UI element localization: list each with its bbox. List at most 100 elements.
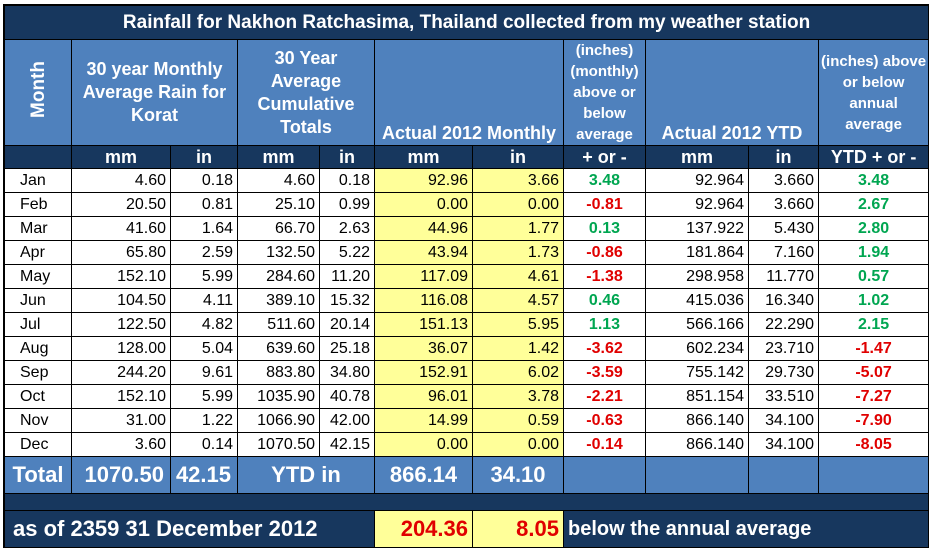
month-cell: Apr bbox=[4, 240, 72, 265]
monthly-diff-cell: -0.14 bbox=[563, 432, 646, 457]
avg-in-cell: 1.64 bbox=[170, 216, 238, 241]
avg-mm-cell: 152.10 bbox=[71, 384, 171, 409]
actual-in-cell: 0.00 bbox=[472, 432, 564, 457]
ytd-in-cell: 33.510 bbox=[748, 384, 819, 409]
avg-in-cell: 0.18 bbox=[170, 168, 238, 193]
avg-mm-cell: 65.80 bbox=[71, 240, 171, 265]
ytd-in-cell: 34.100 bbox=[748, 432, 819, 457]
ytd-mm-cell: 92.964 bbox=[645, 168, 749, 193]
cum-mm-cell: 389.10 bbox=[237, 288, 320, 313]
annual-diff-cell: -1.47 bbox=[817, 336, 930, 361]
avg-in-cell: 4.11 bbox=[170, 288, 238, 313]
avg-mm-cell: 122.50 bbox=[71, 312, 171, 337]
actual-mm-cell: 44.96 bbox=[374, 216, 473, 241]
month-header: Month bbox=[4, 39, 72, 146]
cum-mm-cell: 1035.90 bbox=[237, 384, 320, 409]
below-average-text: below the annual average bbox=[562, 510, 930, 548]
monthly-diff-cell: -0.63 bbox=[563, 408, 646, 433]
cum-in-cell: 20.14 bbox=[319, 312, 375, 337]
actual-in-cell: 0.00 bbox=[472, 192, 564, 217]
ytd-mm-cell: 181.864 bbox=[645, 240, 749, 265]
month-cell: Nov bbox=[4, 408, 72, 433]
ytd-mm-cell: 866.140 bbox=[645, 432, 749, 457]
actual-in-cell: 4.57 bbox=[472, 288, 564, 313]
unit-header: mm bbox=[71, 145, 171, 169]
cum-mm-cell: 4.60 bbox=[237, 168, 320, 193]
monthly-diff-cell: -3.62 bbox=[563, 336, 646, 361]
month-cell: May bbox=[4, 264, 72, 289]
cum-in-cell: 15.32 bbox=[319, 288, 375, 313]
month-cell: Mar bbox=[4, 216, 72, 241]
total-avg-in: 42.15 bbox=[170, 456, 238, 494]
avg-mm-cell: 104.50 bbox=[71, 288, 171, 313]
annual-diff-cell: -8.05 bbox=[817, 432, 930, 457]
rainfall-spreadsheet: Rainfall for Nakhon Ratchasima, Thailand… bbox=[3, 4, 930, 548]
total-actual-mm: 866.14 bbox=[374, 456, 473, 494]
annual-diff-cell: 2.15 bbox=[817, 312, 930, 337]
ytd-mm-cell: 137.922 bbox=[645, 216, 749, 241]
actual-in-cell: 6.02 bbox=[472, 360, 564, 385]
avg-in-cell: 9.61 bbox=[170, 360, 238, 385]
ytd-in-cell: 22.290 bbox=[748, 312, 819, 337]
annual-diff-cell: -7.90 bbox=[817, 408, 930, 433]
avg-mm-cell: 4.60 bbox=[71, 168, 171, 193]
table-row: Sep 244.20 9.61 883.80 34.80 152.91 6.02 -3.59 7… bbox=[4, 360, 930, 385]
table-row: Mar 41.60 1.64 66.70 2.63 44.96 1.77 0.13 137.92… bbox=[4, 216, 930, 241]
unit-header: in bbox=[319, 145, 375, 169]
unit-row: mm in mm in mm in + or - mm in YTD + or - bbox=[4, 145, 930, 169]
ytd-mm-cell: 602.234 bbox=[645, 336, 749, 361]
month-cell: Sep bbox=[4, 360, 72, 385]
cum-header: 30 Year Average Cumulative Totals bbox=[237, 39, 375, 146]
total-label: Total bbox=[4, 456, 72, 494]
avg-in-cell: 5.04 bbox=[170, 336, 238, 361]
spacer-row bbox=[3, 493, 930, 511]
cum-mm-cell: 25.10 bbox=[237, 192, 320, 217]
actual-mm-cell: 43.94 bbox=[374, 240, 473, 265]
table-row: Feb 20.50 0.81 25.10 0.99 0.00 0.00 -0.81 92.964… bbox=[4, 192, 930, 217]
footer-row: as of 2359 31 December 2012 204.36 8.05 … bbox=[4, 510, 930, 548]
table-row: Jan 4.60 0.18 4.60 0.18 92.96 3.66 3.48 92.964 3.… bbox=[4, 168, 930, 193]
cum-in-cell: 0.99 bbox=[319, 192, 375, 217]
ytd-in-cell: 29.730 bbox=[748, 360, 819, 385]
table-row: Nov 31.00 1.22 1066.90 42.00 14.99 0.59 -0.63 86… bbox=[4, 408, 930, 433]
cum-mm-cell: 284.60 bbox=[237, 264, 320, 289]
rainfall-table: Rainfall for Nakhon Ratchasima, Thailand… bbox=[3, 5, 930, 548]
unit-header: mm bbox=[374, 145, 473, 169]
actual-mm-cell: 0.00 bbox=[374, 432, 473, 457]
cum-in-cell: 2.63 bbox=[319, 216, 375, 241]
annual-diff-cell: 1.94 bbox=[817, 240, 930, 265]
month-cell: Jul bbox=[4, 312, 72, 337]
avg-mm-cell: 152.10 bbox=[71, 264, 171, 289]
monthly-diff-cell: 0.13 bbox=[563, 216, 646, 241]
ytd-in-cell: 11.770 bbox=[748, 264, 819, 289]
cum-mm-cell: 1066.90 bbox=[237, 408, 320, 433]
actual-mm-cell: 152.91 bbox=[374, 360, 473, 385]
table-row: May 152.10 5.99 284.60 11.20 117.09 4.61 -1.38 2… bbox=[4, 264, 930, 289]
unit-header: + or - bbox=[563, 145, 646, 169]
avg-in-cell: 5.99 bbox=[170, 384, 238, 409]
ytd-in-cell: 3.660 bbox=[748, 192, 819, 217]
cum-in-cell: 40.78 bbox=[319, 384, 375, 409]
cum-mm-cell: 66.70 bbox=[237, 216, 320, 241]
annual-diff-cell: 3.48 bbox=[817, 168, 930, 193]
as-of-date: as of 2359 31 December 2012 bbox=[4, 510, 375, 548]
annual-diff-cell: -7.27 bbox=[817, 384, 930, 409]
annual-diff-cell: -5.07 bbox=[817, 360, 930, 385]
avg-mm-cell: 20.50 bbox=[71, 192, 171, 217]
actual-in-cell: 5.95 bbox=[472, 312, 564, 337]
cum-in-cell: 42.00 bbox=[319, 408, 375, 433]
actual-mm-cell: 14.99 bbox=[374, 408, 473, 433]
actual-in-cell: 3.78 bbox=[472, 384, 564, 409]
annual-diff-cell: 0.57 bbox=[817, 264, 930, 289]
total-actual-in: 34.10 bbox=[472, 456, 564, 494]
cum-in-cell: 42.15 bbox=[319, 432, 375, 457]
monthly-diff-cell: 3.48 bbox=[563, 168, 646, 193]
monthly-diff-cell: -0.81 bbox=[563, 192, 646, 217]
cum-in-cell: 0.18 bbox=[319, 168, 375, 193]
below-average-in: 8.05 bbox=[472, 510, 564, 548]
month-cell: Jun bbox=[4, 288, 72, 313]
actual-in-cell: 3.66 bbox=[472, 168, 564, 193]
month-cell: Dec bbox=[4, 432, 72, 457]
ytd-header: Actual 2012 YTD bbox=[645, 39, 819, 146]
unit-header: in bbox=[472, 145, 564, 169]
